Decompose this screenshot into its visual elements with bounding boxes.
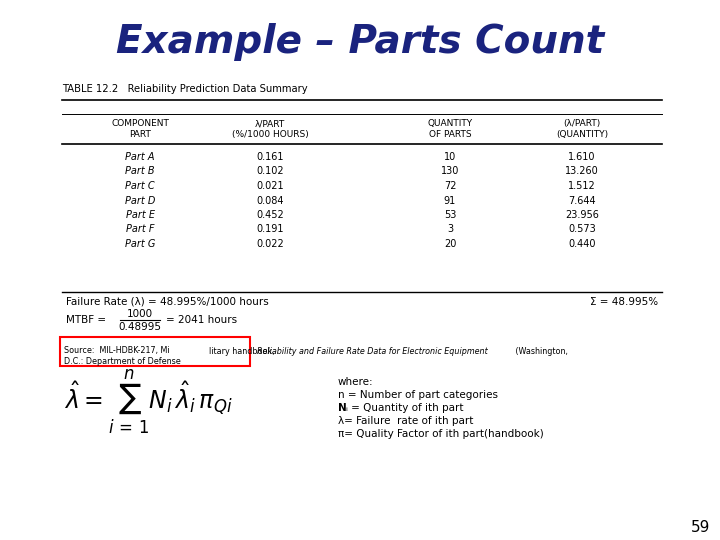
Text: Reliability and Failure Rate Data for Electronic Equipment: Reliability and Failure Rate Data for El… <box>257 347 487 355</box>
Text: 0.573: 0.573 <box>568 225 596 234</box>
Text: ᵢ = Quantity of ith part: ᵢ = Quantity of ith part <box>346 403 464 413</box>
Text: Part E: Part E <box>125 210 155 220</box>
Text: 13.260: 13.260 <box>565 166 599 177</box>
Text: 1.610: 1.610 <box>568 152 595 162</box>
FancyBboxPatch shape <box>60 337 250 366</box>
Text: 1.512: 1.512 <box>568 181 596 191</box>
Text: Example – Parts Count: Example – Parts Count <box>116 23 604 61</box>
Text: λ/PART
(%/1000 HOURS): λ/PART (%/1000 HOURS) <box>232 119 308 139</box>
Text: COMPONENT
PART: COMPONENT PART <box>111 119 169 139</box>
Text: 0.022: 0.022 <box>256 239 284 249</box>
Text: 0.191: 0.191 <box>256 225 284 234</box>
Text: n = Number of part categories: n = Number of part categories <box>338 390 498 400</box>
Text: 0.161: 0.161 <box>256 152 284 162</box>
Text: D.C.: Department of Defense: D.C.: Department of Defense <box>64 356 181 366</box>
Text: 1000: 1000 <box>127 309 153 319</box>
Text: 10: 10 <box>444 152 456 162</box>
Text: 59: 59 <box>690 521 710 536</box>
Text: 0.452: 0.452 <box>256 210 284 220</box>
Text: 72: 72 <box>444 181 456 191</box>
Text: π= Quality Factor of ith part(handbook): π= Quality Factor of ith part(handbook) <box>338 429 544 439</box>
Text: 3: 3 <box>447 225 453 234</box>
Text: Part B: Part B <box>125 166 155 177</box>
Text: where:: where: <box>338 377 374 387</box>
Text: 20: 20 <box>444 239 456 249</box>
Text: $\hat{\lambda} = \sum_{i\,=\,1}^{n} N_i\, \hat{\lambda}_i\, \pi_{Qi}$: $\hat{\lambda} = \sum_{i\,=\,1}^{n} N_i\… <box>63 368 233 436</box>
Text: 23.956: 23.956 <box>565 210 599 220</box>
Text: 0.48995: 0.48995 <box>119 322 161 332</box>
Text: 0.102: 0.102 <box>256 166 284 177</box>
Text: (Washington,: (Washington, <box>513 347 568 355</box>
Text: QUANTITY
OF PARTS: QUANTITY OF PARTS <box>428 119 472 139</box>
Text: Source:  MIL-HDBK-217, Mi: Source: MIL-HDBK-217, Mi <box>64 347 170 355</box>
Text: 91: 91 <box>444 195 456 206</box>
Text: N: N <box>338 403 347 413</box>
Text: Part F: Part F <box>126 225 154 234</box>
Text: MTBF =: MTBF = <box>66 315 106 325</box>
Text: Part G: Part G <box>125 239 156 249</box>
Text: Part D: Part D <box>125 195 156 206</box>
Text: 0.021: 0.021 <box>256 181 284 191</box>
Text: (λ/PART)
(QUANTITY): (λ/PART) (QUANTITY) <box>556 119 608 139</box>
Text: 7.644: 7.644 <box>568 195 596 206</box>
Text: 0.440: 0.440 <box>568 239 595 249</box>
Text: TABLE 12.2   Reliability Prediction Data Summary: TABLE 12.2 Reliability Prediction Data S… <box>62 84 307 94</box>
Text: 0.084: 0.084 <box>256 195 284 206</box>
Text: litary handbook,: litary handbook, <box>209 347 277 355</box>
Text: 53: 53 <box>444 210 456 220</box>
Text: Part A: Part A <box>125 152 155 162</box>
Text: Part C: Part C <box>125 181 155 191</box>
Text: λ= Failure  rate of ith part: λ= Failure rate of ith part <box>338 416 473 426</box>
Text: 130: 130 <box>441 166 459 177</box>
Text: Failure Rate (λ) = 48.995%/1000 hours: Failure Rate (λ) = 48.995%/1000 hours <box>66 297 269 307</box>
Text: = 2041 hours: = 2041 hours <box>166 315 237 325</box>
Text: Σ = 48.995%: Σ = 48.995% <box>590 297 658 307</box>
